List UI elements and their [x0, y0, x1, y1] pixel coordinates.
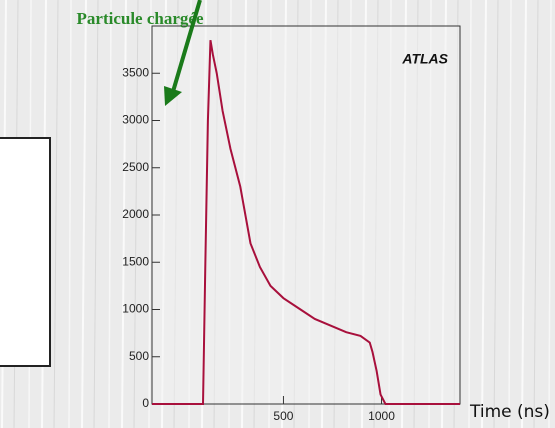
- y-tick-label: 0: [142, 396, 149, 410]
- chart-title: Particule chargée: [77, 9, 204, 28]
- arrow: [170, 0, 202, 96]
- x-tick-label: 500: [273, 409, 293, 423]
- x-tick-label: 1000: [368, 409, 395, 423]
- x-axis-label: Time (ns): [469, 402, 550, 422]
- y-tick-label: 3500: [122, 65, 149, 79]
- y-tick-label: 1500: [122, 254, 149, 268]
- arrow-head: [164, 86, 182, 106]
- y-tick-label: 500: [129, 349, 149, 363]
- annotation: ATLAS: [401, 51, 448, 67]
- y-tick-label: 2500: [122, 160, 149, 174]
- y-tick-label: 3000: [122, 113, 149, 127]
- line-series: [152, 40, 460, 405]
- y-tick-label: 2000: [122, 207, 149, 221]
- y-tick-label: 1000: [122, 302, 149, 316]
- plot-frame: [151, 25, 461, 405]
- side-box: [0, 137, 51, 367]
